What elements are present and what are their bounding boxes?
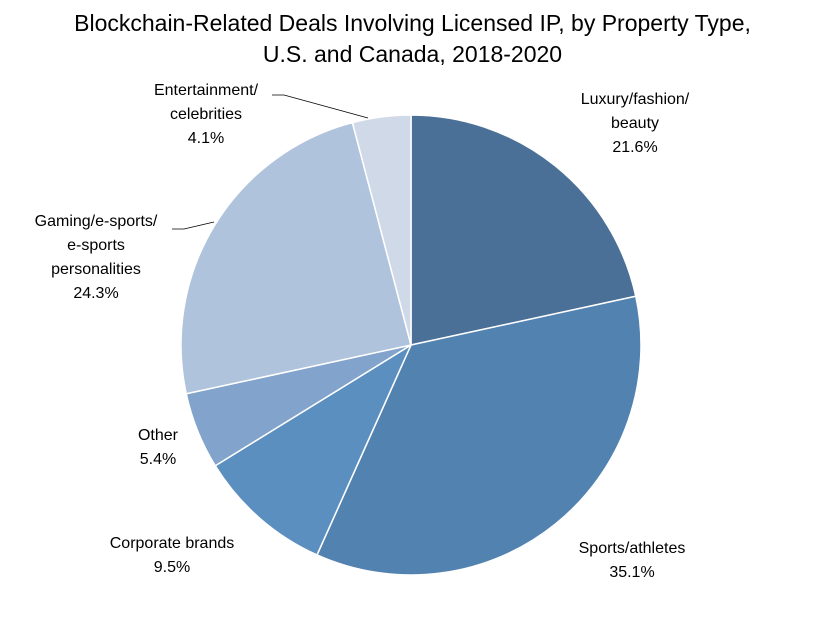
pie-slice-2 (214, 344, 412, 556)
slice-value-2: 9.5% (154, 559, 190, 576)
pie-slice-4 (180, 121, 412, 395)
pie-slice-5 (351, 114, 412, 346)
pie-slice-1 (316, 295, 642, 576)
leader-lines (172, 94, 369, 230)
pie-slices (180, 114, 642, 576)
slice-label-line-0-1: beauty (611, 115, 659, 132)
leader-line-4 (172, 221, 215, 230)
slice-value-5: 4.1% (188, 130, 224, 147)
slice-label-line-0-0: Luxury/fashion/ (581, 91, 690, 108)
chart-title-line-2: U.S. and Canada, 2018-2020 (262, 41, 563, 67)
slice-label-3: Other 5.4% (138, 427, 179, 468)
chart-title-line-1: Blockchain-Related Deals Involving Licen… (74, 10, 751, 36)
slice-label-line-5-1: celebrities (170, 106, 242, 123)
slice-label-0: Luxury/fashion/beauty 21.6% (581, 91, 690, 156)
slice-labels: Luxury/fashion/beauty 21.6% Sports/athlete… (35, 82, 690, 581)
slice-label-1: Sports/athletes 35.1% (579, 540, 686, 581)
slice-label-2: Corporate brands 9.5% (110, 535, 235, 576)
slice-label-line-5-0: Entertainment/ (154, 82, 259, 99)
chart-title: Blockchain-Related Deals Involving Licen… (0, 8, 825, 70)
slice-value-4: 24.3% (73, 285, 118, 302)
slice-label-line-1-0: Sports/athletes (579, 540, 686, 557)
slice-value-0: 21.6% (612, 139, 657, 156)
leader-line-5 (272, 94, 369, 119)
slice-label-line-4-2: personalities (51, 261, 141, 278)
slice-label-line-3-0: Other (138, 427, 179, 444)
slice-value-3: 5.4% (140, 451, 176, 468)
pie-slice-0 (410, 114, 637, 346)
slice-label-line-4-1: e-sports (67, 237, 125, 254)
slice-label-5: Entertainment/celebrities 4.1% (154, 82, 259, 147)
slice-label-4: Gaming/e-sports/e-sports personalities 24.… (35, 213, 158, 302)
slice-value-1: 35.1% (609, 564, 654, 581)
slice-label-line-4-0: Gaming/e-sports/ (35, 213, 158, 230)
slice-label-line-2-0: Corporate brands (110, 535, 235, 552)
